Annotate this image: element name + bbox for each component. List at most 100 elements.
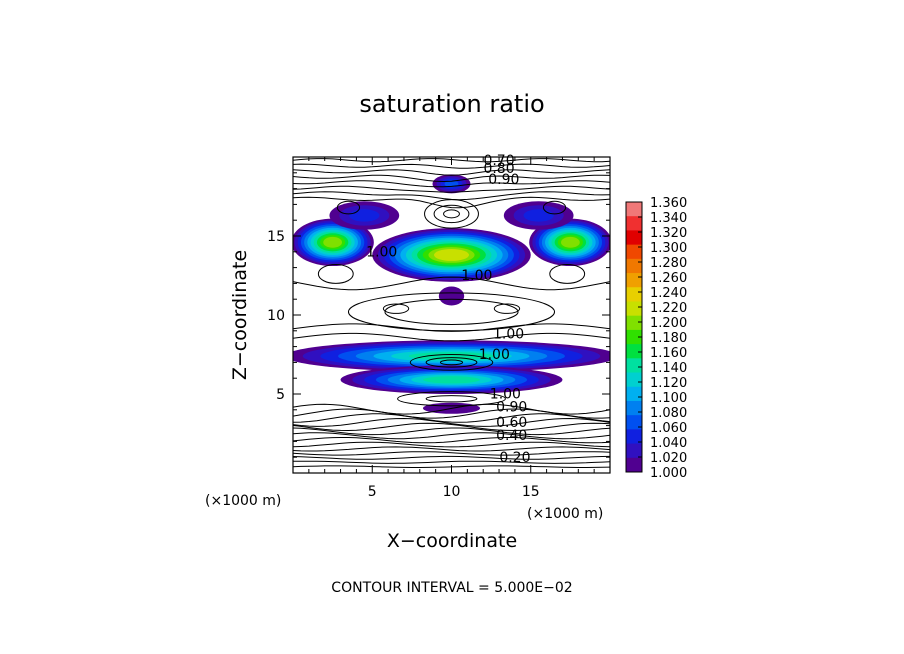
contour-line-closed bbox=[336, 200, 361, 215]
chart-title: saturation ratio bbox=[359, 90, 544, 118]
contour-line-closed bbox=[382, 303, 410, 314]
contour-line-upper bbox=[293, 180, 610, 188]
colorbar-swatch bbox=[626, 244, 642, 260]
colorbar-label: 1.000 bbox=[650, 466, 687, 481]
contour-line-closed bbox=[549, 263, 586, 284]
contour-line-upper bbox=[293, 163, 610, 169]
colorbar-label: 1.340 bbox=[650, 211, 687, 226]
contour-line-lower bbox=[293, 455, 610, 460]
contour-line-closed bbox=[317, 263, 354, 284]
colorbar-swatch bbox=[626, 329, 642, 345]
colorbar-swatch bbox=[626, 400, 642, 416]
colorbar: 1.3601.3401.3201.3001.2801.2601.2401.220… bbox=[625, 196, 687, 481]
colorbar-label: 1.040 bbox=[650, 436, 687, 451]
contour-line-closed bbox=[443, 209, 460, 219]
contour-line-closed bbox=[425, 395, 478, 403]
colorbar-label: 1.220 bbox=[650, 301, 687, 316]
contour-line-closed bbox=[384, 298, 519, 325]
colorbar-swatch bbox=[626, 344, 642, 359]
contour-line-closed bbox=[409, 354, 494, 371]
colorbar-swatch bbox=[626, 258, 642, 274]
contour-line-lower bbox=[293, 441, 610, 448]
colorbar-swatch bbox=[626, 287, 642, 302]
colorbar-label: 1.060 bbox=[650, 421, 687, 436]
contour-line-lower bbox=[293, 417, 610, 427]
contour-line-lower bbox=[293, 413, 610, 423]
y-axis-label: Z−coordinate bbox=[229, 250, 251, 380]
contour-line-upper bbox=[293, 169, 610, 176]
contour-line-mid bbox=[293, 323, 610, 332]
colorbar-label: 1.260 bbox=[650, 271, 687, 286]
contour-label: 1.00 bbox=[493, 327, 524, 343]
x-tick-label: 15 bbox=[522, 484, 540, 500]
contour-label: 1.00 bbox=[461, 268, 492, 284]
contour-label: 0.40 bbox=[496, 428, 527, 444]
contour-line-lower bbox=[293, 437, 610, 444]
y-tick-label: 5 bbox=[276, 387, 285, 403]
colorbar-label: 1.020 bbox=[650, 451, 687, 466]
contour-line-closed bbox=[425, 357, 478, 368]
colorbar-label: 1.160 bbox=[650, 346, 687, 361]
contour-line-upper bbox=[293, 196, 610, 209]
y-axis-ticks: 5 10 15 bbox=[267, 172, 610, 458]
contour-line-closed bbox=[424, 199, 479, 229]
colorbar-label: 1.100 bbox=[650, 391, 687, 406]
x-axis-ticks: 5 10 15 bbox=[308, 157, 595, 500]
sat-region-band bbox=[323, 236, 342, 248]
sat-region-band bbox=[349, 209, 380, 222]
y-tick-label: 10 bbox=[267, 308, 285, 324]
contour-line-mid bbox=[293, 276, 610, 291]
colorbar-label: 1.280 bbox=[650, 256, 687, 271]
colorbar-label: 1.320 bbox=[650, 226, 687, 241]
contour-line-closed bbox=[433, 204, 470, 224]
contour-interval-note: CONTOUR INTERVAL = 5.000E−02 bbox=[331, 580, 572, 596]
contour-label: 0.60 bbox=[496, 415, 527, 431]
x-tick-label: 5 bbox=[368, 484, 377, 500]
contour-line-lower bbox=[293, 403, 610, 415]
colorbar-swatch bbox=[626, 429, 642, 445]
sat-region-band bbox=[433, 249, 470, 261]
contour-labels: 0.700.800.901.001.001.001.001.000.900.60… bbox=[366, 153, 530, 466]
contour-line-upper bbox=[293, 174, 610, 183]
colorbar-label: 1.240 bbox=[650, 286, 687, 301]
colorbar-swatch bbox=[626, 372, 642, 388]
colorbar-swatch bbox=[626, 216, 642, 231]
sat-region-band bbox=[408, 352, 495, 361]
colorbar-swatch bbox=[626, 457, 642, 473]
x-axis-label: X−coordinate bbox=[387, 530, 517, 552]
contour-line-closed bbox=[542, 200, 567, 215]
colorbar-swatch bbox=[626, 358, 642, 374]
colorbar-swatch bbox=[626, 230, 642, 246]
colorbar-swatch bbox=[626, 315, 642, 331]
contour-line-closed bbox=[439, 359, 464, 366]
contour-line-upper bbox=[293, 185, 610, 193]
colorbar-swatch bbox=[626, 202, 642, 217]
sat-region-band bbox=[444, 290, 459, 302]
contour-label: 0.80 bbox=[483, 161, 514, 177]
contour-label: 1.00 bbox=[366, 245, 397, 261]
colorbar-label: 1.080 bbox=[650, 406, 687, 421]
contour-line-mid bbox=[293, 332, 610, 342]
colorbar-swatch bbox=[626, 443, 642, 459]
colorbar-swatch bbox=[626, 386, 642, 402]
sat-region-band bbox=[423, 376, 480, 384]
contour-label: 0.20 bbox=[499, 450, 530, 466]
contour-label: 0.90 bbox=[496, 399, 527, 415]
x-unit-label: (×1000 m) bbox=[205, 493, 281, 509]
colorbar-label: 1.120 bbox=[650, 376, 687, 391]
contour-label: 0.90 bbox=[488, 172, 519, 188]
contour-line-closed bbox=[493, 303, 521, 314]
contour-lines bbox=[293, 158, 610, 468]
y-tick-label: 15 bbox=[267, 229, 285, 245]
x-tick-label: 10 bbox=[443, 484, 461, 500]
contour-line-lower bbox=[293, 422, 610, 432]
contour-line-lower bbox=[293, 432, 610, 440]
contour-line-lower bbox=[293, 446, 610, 452]
supersaturation-fills bbox=[293, 174, 610, 414]
colorbar-label: 1.200 bbox=[650, 316, 687, 331]
sat-region-band bbox=[561, 236, 580, 248]
contour-line-closed bbox=[397, 391, 506, 407]
colorbar-swatch bbox=[626, 301, 642, 317]
contour-label: 1.00 bbox=[479, 347, 510, 363]
